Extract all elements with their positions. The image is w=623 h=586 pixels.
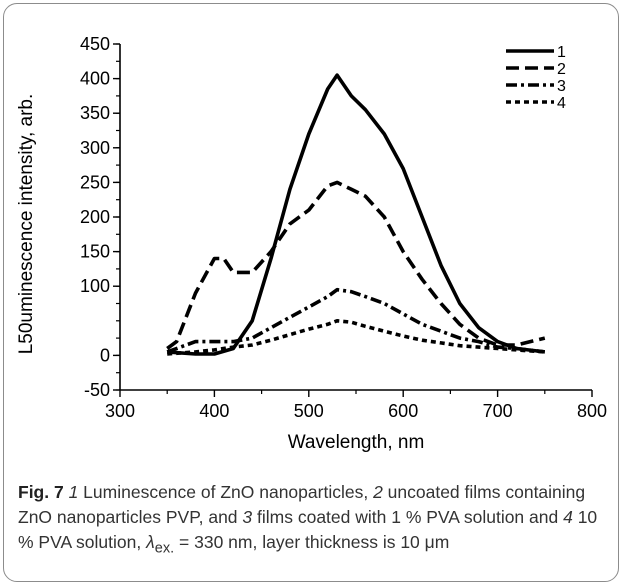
caption-lambda-symbol: λ [146, 532, 155, 552]
series-line-1 [167, 73, 546, 356]
y-tick-label: 350 [80, 103, 110, 123]
caption-text-4: 10 % PVA solution, [18, 507, 598, 552]
series-line-2 [166, 180, 546, 350]
y-tick-label: 450 [80, 34, 110, 54]
y-tick-label: -50 [84, 380, 110, 400]
legend-label-1: 1 [557, 44, 566, 61]
legend-label-3: 3 [557, 78, 566, 95]
y-axis-label: L50uminescence intensity, arb. [16, 94, 37, 355]
x-tick-label: 400 [199, 401, 229, 421]
caption-text-2: uncoated films containing ZnO nanopartic… [18, 482, 586, 527]
caption-series-number-3: 3 [242, 507, 253, 527]
y-tick-label: 300 [80, 138, 110, 158]
legend-label-2: 2 [557, 61, 566, 78]
caption-series-number-4: 4 [563, 507, 573, 527]
y-tick-label: 150 [80, 242, 110, 262]
caption-lambda-subscript: ex. [154, 540, 175, 557]
x-axis-label: Wavelength, nm [288, 432, 425, 453]
series-line-4 [167, 319, 545, 356]
series-line-3 [166, 287, 546, 354]
y-tick-label: 400 [80, 69, 110, 89]
x-tick-label: 700 [483, 401, 513, 421]
figure-panel [3, 3, 619, 582]
caption-text-5: = 330 nm, layer thickness is 10 μm [174, 532, 450, 552]
y-tick-label: 0 [100, 345, 110, 365]
caption-figure-label: Fig. 7 [18, 482, 64, 502]
x-tick-label: 500 [294, 401, 324, 421]
legend-label-4: 4 [557, 95, 566, 112]
y-tick-label: 100 [80, 276, 110, 296]
caption-text-1: Luminescence of ZnO nanoparticles, [78, 482, 374, 502]
caption-series-number-1: 1 [68, 482, 79, 502]
figure-caption: Fig. 7 1 Luminescence of ZnO nanoparticl… [18, 480, 608, 562]
x-tick-label: 300 [105, 401, 135, 421]
x-tick-label: 800 [577, 401, 607, 421]
y-tick-label: 250 [80, 172, 110, 192]
caption-series-number-2: 2 [373, 482, 383, 502]
caption-text-3: films coated with 1 % PVA solution and [252, 507, 564, 527]
y-tick-label: 200 [80, 207, 110, 227]
x-tick-label: 600 [388, 401, 418, 421]
